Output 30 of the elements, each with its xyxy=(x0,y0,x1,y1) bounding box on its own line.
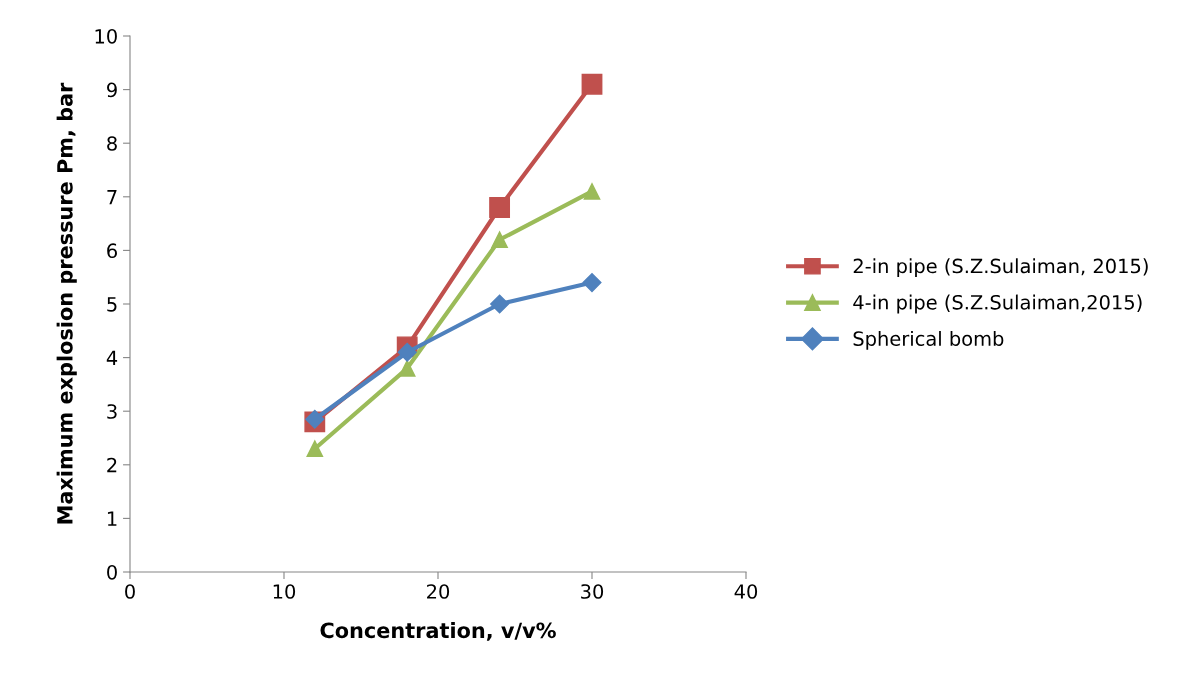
x-tick-label: 40 xyxy=(734,584,758,599)
point xyxy=(306,440,324,458)
y-tick-label: 1 xyxy=(107,511,117,526)
y-tick-label: 2 xyxy=(107,457,117,473)
y-tick-label: 6 xyxy=(107,243,117,259)
point xyxy=(583,183,601,200)
y-tick-label: 0 xyxy=(107,564,117,580)
y-tick-label: 10 xyxy=(95,28,117,44)
legend-label: 2-in pipe (S.Z.Sulaiman, 2015) xyxy=(853,258,1148,278)
y-axis-title: Maximum explosion pressure Pm, bar xyxy=(56,82,77,524)
x-tick-label: 30 xyxy=(581,584,604,599)
x-tick-label: 10 xyxy=(273,584,296,599)
point xyxy=(398,359,416,377)
point xyxy=(581,73,603,95)
x-tick-label: 20 xyxy=(427,584,450,599)
y-tick-label: 7 xyxy=(107,190,117,205)
y-tick-label: 4 xyxy=(106,350,118,365)
y-tick-label: 9 xyxy=(107,82,117,98)
point xyxy=(397,342,417,362)
point xyxy=(490,294,510,314)
y-tick-label: 3 xyxy=(107,404,117,419)
point xyxy=(489,197,511,218)
x-tick-label: 0 xyxy=(125,584,135,599)
y-tick-label: 5 xyxy=(107,297,117,312)
point xyxy=(491,231,508,249)
legend-label: 4-in pipe (S.Z.Sulaiman,2015) xyxy=(853,294,1142,314)
legend-label: Spherical bomb xyxy=(853,330,1004,350)
y-tick-label: 8 xyxy=(107,136,117,151)
x-axis-title: Concentration, v/v% xyxy=(320,622,556,641)
point xyxy=(582,273,602,293)
